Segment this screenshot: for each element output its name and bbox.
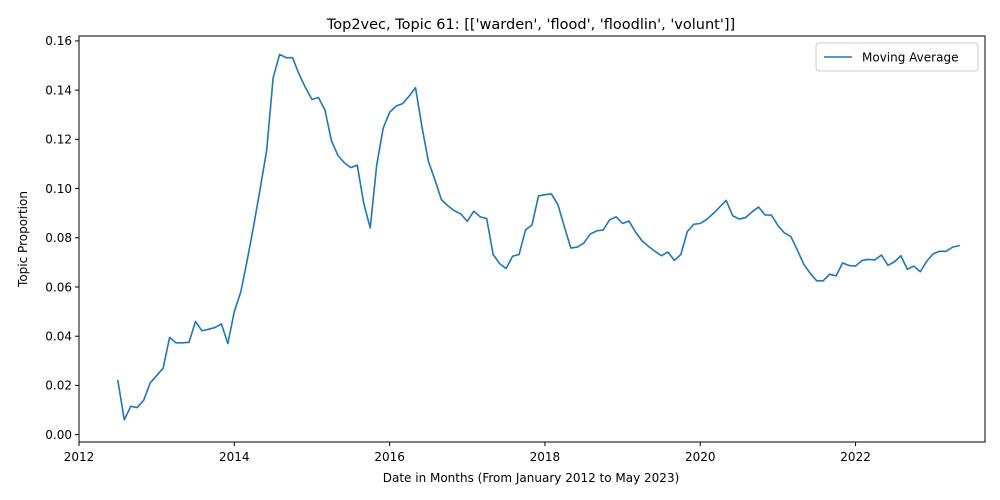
- x-axis: 2012 2014 2016 2018 2020 2022: [64, 442, 871, 464]
- y-tick-label: 0.12: [45, 133, 72, 147]
- axes-frame: [78, 35, 986, 443]
- y-tick-label: 0.16: [45, 34, 72, 48]
- y-tick-label: 0.04: [45, 329, 72, 343]
- series-layer: [117, 53, 960, 421]
- y-tick-label: 0.10: [45, 182, 72, 196]
- y-tick-label: 0.00: [45, 428, 72, 442]
- x-tick-label: 2020: [685, 450, 716, 464]
- legend: Moving Average: [815, 42, 979, 72]
- y-axis-label: Topic Proportion: [16, 191, 30, 288]
- legend-entry-moving-average: Moving Average: [862, 51, 958, 65]
- x-tick-label: 2016: [374, 450, 405, 464]
- x-tick-label: 2022: [840, 450, 871, 464]
- plot-area: 2012 2014 2016 2018 2020 2022 0.000.020.040.0…: [45, 34, 986, 464]
- y-tick-label: 0.14: [45, 83, 72, 97]
- x-axis-label: Date in Months (From January 2012 to May…: [383, 471, 680, 485]
- y-axis: 0.00 0.02 0.04 0.06 0.08 0.10 0.12 0.14 0.16: [45, 34, 79, 442]
- y-tick-label: 0.02: [45, 379, 72, 393]
- legend-box: [815, 42, 979, 72]
- y-tick-label: 0.06: [45, 280, 72, 294]
- x-tick-label: 2012: [64, 450, 95, 464]
- x-tick-label: 2014: [219, 450, 250, 464]
- x-tick-label: 2018: [530, 450, 561, 464]
- y-tick-label: 0.08: [45, 231, 72, 245]
- chart-title: Top2vec, Topic 61: [['warden', 'flood', …: [326, 17, 735, 33]
- series-line-moving-average: [117, 53, 960, 421]
